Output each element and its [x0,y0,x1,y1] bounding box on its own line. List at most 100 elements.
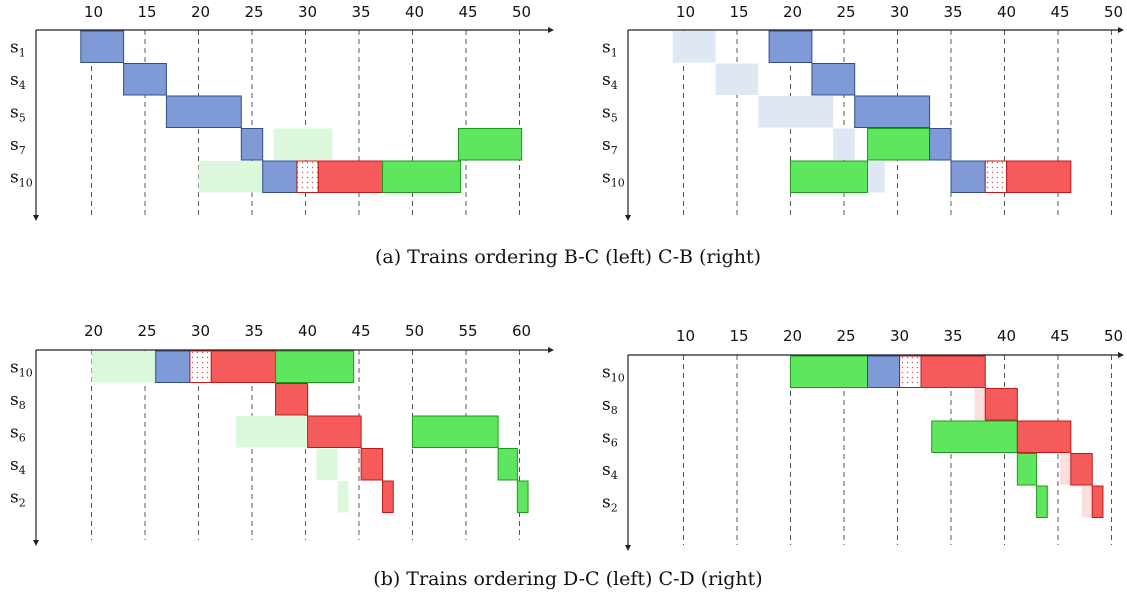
block-blue [165,95,242,128]
panel-b-right: 10 15 20 25 30 35 40 45 50 s10 s8 s6 s4 s2 [602,327,1124,551]
block-ghost_blue [715,63,759,95]
tick-label: 15 [729,327,748,345]
block-ghost_green [316,448,338,480]
row-label-s10: s10 [10,167,33,189]
tick-label: 30 [191,322,210,340]
tick-label: 40 [298,322,317,340]
row-label-s10: s10 [10,357,33,379]
tick-label: 40 [997,327,1016,345]
tick-label: 45 [351,322,370,340]
row-label-s5: s5 [602,102,618,124]
block-red [275,383,309,416]
block-red [984,388,1018,421]
x-axis-arrow [1118,27,1124,33]
block-red [1091,485,1104,518]
block-green [790,160,869,193]
tick-label: 20 [783,327,802,345]
tick-label: 60 [512,322,531,340]
tick-label: 20 [783,3,802,21]
block-blue [123,63,167,96]
block-ghost_blue [758,96,834,128]
block-ghost_blue [833,128,855,160]
block-blue [80,30,125,63]
tick-label: 45 [1050,3,1069,21]
x-axis-arrow [548,347,554,353]
tick-label: 35 [351,3,370,21]
tick-label: 20 [84,322,103,340]
block-dotted [899,355,922,388]
row-label-s7: s7 [602,135,618,157]
row-label-s1: s1 [602,37,618,59]
tick-label: 40 [997,3,1016,21]
block-red [360,448,384,481]
tick-label: 50 [1104,327,1123,345]
block-ghost_red [1060,453,1071,485]
block-blue [867,355,901,388]
block-green [497,448,518,481]
tick-label: 30 [298,3,317,21]
y-axis-arrow [625,545,631,551]
tick-label: 10 [84,3,103,21]
block-blue [929,128,952,161]
row-label-s4: s4 [602,70,618,92]
block-green [275,350,355,383]
row-label-s7: s7 [10,135,26,157]
block-green [516,480,529,513]
row-label-s10: s10 [602,167,625,189]
row-label-s4: s4 [602,460,618,482]
block-red [920,355,986,388]
block-green [1016,453,1038,486]
x-axis-arrow [548,27,554,33]
tick-label: 55 [458,322,477,340]
tick-label: 20 [191,3,210,21]
block-ghost_blue [672,31,716,63]
block-dotted [984,160,1008,193]
tick-label: 30 [890,3,909,21]
block-red [307,415,362,448]
block-green [382,160,462,193]
tick-label: 25 [244,3,263,21]
tick-label: 25 [137,322,156,340]
block-ghost_green [235,416,308,448]
tick-label: 50 [1104,3,1123,21]
block-green [412,415,499,448]
y-axis-arrow [33,215,39,221]
tick-label: 25 [836,327,855,345]
row-label-s2: s2 [602,492,618,514]
block-red [1070,453,1093,486]
row-label-s10: s10 [602,362,625,384]
block-green [867,128,931,161]
tick-label: 40 [405,3,424,21]
row-label-s6: s6 [10,422,26,444]
row-label-s6: s6 [602,427,618,449]
panel-a-left: 10 15 20 25 30 35 40 45 50 s1 s4 s5 s7 s10 [10,3,554,221]
row-label-s8: s8 [10,390,26,412]
block-green [790,355,869,388]
row-label-s4: s4 [10,455,26,477]
block-green [1036,485,1048,518]
block-red [1006,160,1072,193]
tick-label: 10 [676,3,695,21]
block-red [210,350,277,383]
block-red [317,160,384,193]
tick-label: 30 [890,327,909,345]
tick-label: 35 [943,3,962,21]
panel-b-left: 20 25 30 35 40 45 50 55 60 s10 s8 s6 s4 s2 [10,322,554,546]
row-label-s4: s4 [10,70,26,92]
block-dotted [296,160,319,193]
block-ghost_green [198,161,269,193]
block-blue [768,30,813,63]
block-green [931,420,1018,453]
tick-label: 10 [676,327,695,345]
block-green [458,128,523,161]
block-ghost_green [337,481,349,513]
row-label-s8: s8 [602,395,618,417]
block-blue [950,160,986,193]
block-dotted [189,350,212,383]
block-blue [854,95,931,128]
tick-label: 15 [729,3,748,21]
caption-b: (b) Trains ordering D-C (left) C-D (righ… [373,568,762,590]
panel-a-right: 10 15 20 25 30 35 40 45 50 s1 s4 s5 s7 s10 [602,3,1124,221]
block-ghost_red [974,388,986,420]
